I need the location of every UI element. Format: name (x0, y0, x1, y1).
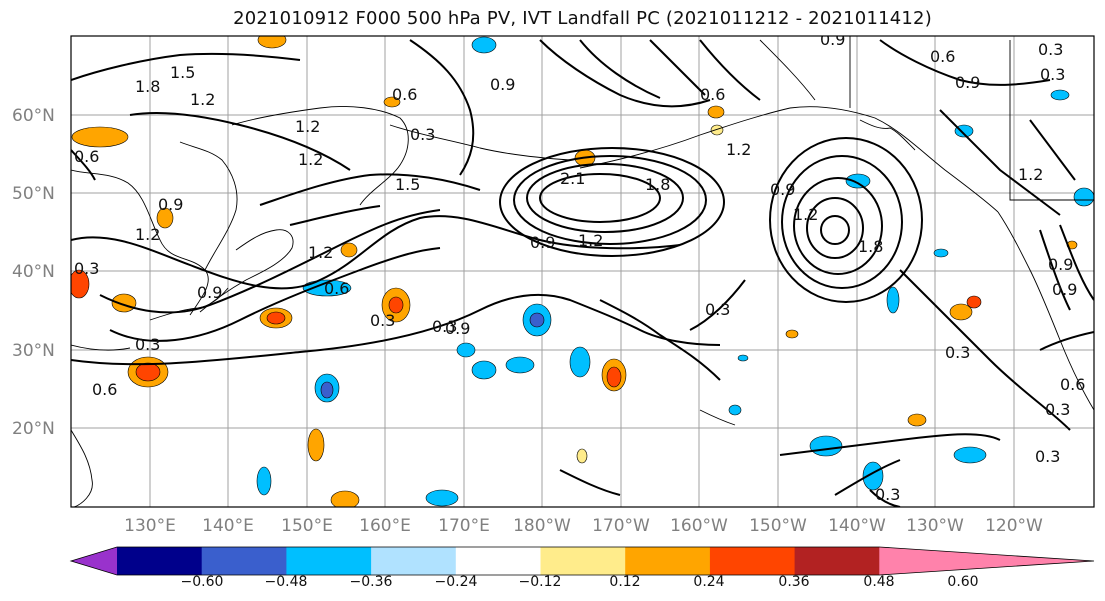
contour-label: 0.3 (410, 125, 435, 144)
colorbar-tick-label: 0.24 (693, 574, 724, 590)
colorbar-extend-left (71, 547, 117, 575)
colorbar-swatch (794, 547, 880, 575)
map-frame (70, 35, 1095, 508)
contour-label: 0.9 (445, 319, 470, 338)
lon-label: 160°E (359, 516, 411, 536)
contour-label: 1.2 (308, 243, 333, 262)
lon-label: 150°W (749, 516, 807, 536)
pv-contours (71, 39, 1094, 507)
contour-label: 0.3 (1035, 447, 1060, 466)
contour-label: 0.3 (1040, 65, 1065, 84)
lon-label: 170°E (438, 516, 490, 536)
contour-label: 1.8 (858, 237, 883, 256)
colorbar-tick-label: −0.24 (435, 574, 478, 590)
contour-label: 1.2 (793, 205, 818, 224)
contour-label: 0.9 (820, 30, 845, 49)
contour-label: 0.3 (705, 300, 730, 319)
lon-label: 130°W (906, 516, 964, 536)
contour-label: 2.1 (560, 169, 585, 188)
contour-label: 0.9 (158, 195, 183, 214)
colorbar: −0.60 −0.48 −0.36 −0.24 −0.12 0.12 0.24 … (69, 546, 1095, 590)
contour-label: 0.9 (955, 73, 980, 92)
contour-label: 1.2 (1018, 165, 1043, 184)
lon-label: 170°W (592, 516, 650, 536)
lat-label-20n: 20°N (12, 419, 55, 439)
colorbar-swatch (286, 547, 372, 575)
contour-label: 1.2 (295, 117, 320, 136)
lat-label-30n: 30°N (12, 341, 55, 361)
map-panel: 1.8 1.5 1.2 0.9 0.6 0.3 0.6 1.2 0.3 0.9 … (70, 30, 1095, 508)
map-title: 2021010912 F000 500 hPa PV, IVT Landfall… (233, 8, 932, 29)
colorbar-extend-right (879, 547, 1094, 575)
contour-label: 1.8 (645, 175, 670, 194)
colorbar-swatch (201, 547, 287, 575)
contour-label: 0.9 (490, 75, 515, 94)
contour-label: 0.9 (770, 180, 795, 199)
colorbar-swatch (540, 547, 626, 575)
colorbar-swatch (455, 547, 541, 575)
lon-label: 180°W (513, 516, 571, 536)
contour-label: 0.6 (700, 85, 725, 104)
contour-label: 0.6 (392, 85, 417, 104)
colorbar-tick-label: 0.60 (947, 574, 978, 590)
longitude-labels: 130°E 140°E 150°E 160°E 170°E 180°W 170°… (124, 516, 1043, 536)
contour-label: 0.6 (74, 147, 99, 166)
lon-label: 150°E (281, 516, 333, 536)
colorbar-swatches (69, 546, 1095, 576)
contour-label: 0.9 (530, 233, 555, 252)
contour-labels: 1.8 1.5 1.2 0.9 0.6 0.3 0.6 1.2 0.3 0.9 … (74, 30, 1085, 504)
contour-label: 1.2 (726, 140, 751, 159)
colorbar-outline (69, 546, 1095, 576)
colorbar-tick-label: −0.36 (350, 574, 393, 590)
contour-label: 0.3 (370, 311, 395, 330)
contour-label: 1.2 (578, 231, 603, 250)
lon-label: 140°W (828, 516, 886, 536)
colorbar-tick-label: −0.60 (181, 574, 224, 590)
contour-label: 0.6 (92, 380, 117, 399)
lon-label: 160°W (670, 516, 728, 536)
colorbar-swatch (709, 547, 796, 575)
contour-label: 0.3 (1038, 40, 1063, 59)
colorbar-tick-label: 0.36 (778, 574, 809, 590)
colorbar-tick-label: −0.12 (519, 574, 562, 590)
lon-label: 120°W (985, 516, 1043, 536)
lon-label: 130°E (124, 516, 176, 536)
contour-label: 1.2 (298, 150, 323, 169)
contour-label: 0.3 (74, 259, 99, 278)
contour-label: 1.2 (190, 90, 215, 109)
contour-label: 0.3 (432, 317, 457, 336)
contour-label: 0.3 (945, 343, 970, 362)
colorbar-swatch (117, 547, 203, 575)
colorbar-tick-label: −0.48 (265, 574, 308, 590)
lat-label-40n: 40°N (12, 262, 55, 282)
colorbar-tick-labels: −0.60 −0.48 −0.36 −0.24 −0.12 0.12 0.24 … (181, 574, 979, 590)
lon-label: 140°E (202, 516, 254, 536)
contour-label: 0.9 (1052, 280, 1077, 299)
colorbar-tick-label: 0.48 (863, 574, 894, 590)
contour-label: 0.6 (930, 47, 955, 66)
contour-label: 0.9 (197, 283, 222, 302)
lat-label-60n: 60°N (12, 106, 55, 126)
graticule (71, 36, 1094, 507)
colorbar-swatch (625, 547, 711, 575)
contour-label: 1.5 (170, 63, 195, 82)
contour-label: 0.3 (135, 335, 160, 354)
contour-label: 0.3 (1045, 400, 1070, 419)
contour-label: 1.8 (135, 77, 160, 96)
contour-label: 0.3 (875, 485, 900, 504)
colorbar-tick-label: 0.12 (609, 574, 640, 590)
contour-label: 1.2 (135, 225, 160, 244)
contour-label: 0.6 (324, 279, 349, 298)
contour-label: 0.9 (1048, 255, 1073, 274)
contour-label: 1.5 (395, 175, 420, 194)
contour-label: 0.6 (1060, 375, 1085, 394)
lat-label-50n: 50°N (12, 184, 55, 204)
ivt-anomaly-shading (71, 36, 1094, 507)
colorbar-swatch (371, 547, 457, 575)
latitude-labels: 60°N 50°N 40°N 30°N 20°N (12, 106, 55, 439)
